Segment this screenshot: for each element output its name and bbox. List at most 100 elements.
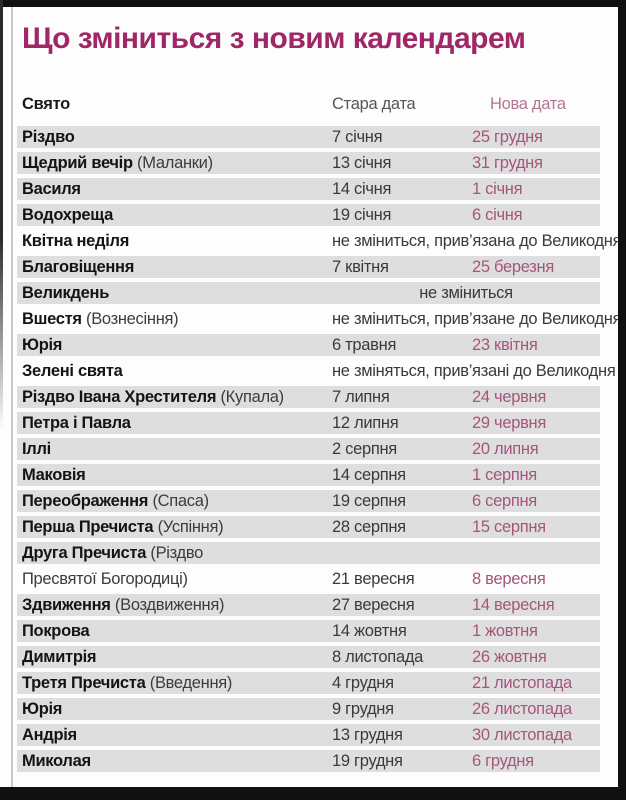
table-row: Василя 14 січня 1 січня	[17, 178, 600, 200]
new-date: 14 вересня	[472, 596, 555, 614]
holiday-name-cell: Димитрія	[22, 646, 332, 668]
old-date: 14 січня	[332, 180, 392, 198]
holiday-name: Юрія	[22, 336, 63, 354]
table-row: Маковія 14 серпня 1 серпня	[17, 464, 600, 486]
new-date: 21 листопада	[472, 674, 572, 692]
new-date: 15 серпня	[472, 518, 546, 536]
holiday-name-cell: Юрія	[22, 698, 332, 720]
table-row: Квітна неділя не зміниться, прив’язана до…	[17, 230, 622, 252]
holiday-name-cell: Переображення (Спаса)	[22, 490, 332, 512]
table-row: Благовіщення 7 квітня 25 березня	[17, 256, 600, 278]
old-date: 8 листопада	[332, 648, 424, 666]
new-date: 26 жовтня	[472, 648, 547, 666]
holiday-name-cell: Здвиження (Воздвиження)	[22, 594, 332, 616]
table-row: Водохреща 19 січня 6 січня	[17, 204, 600, 226]
old-date: 2 серпня	[332, 440, 397, 458]
photo-frame-bottom-bar	[0, 787, 626, 800]
table-row: Різдво Івана Хрестителя (Купала) 7 липня 2…	[17, 386, 600, 408]
holiday-name: Перша Пречиста	[22, 518, 154, 536]
new-date: 6 січня	[472, 206, 523, 224]
no-change-note: не зміниться, прив’язана до Великодня	[332, 232, 622, 250]
table-row: Переображення (Спаса) 19 серпня 6 серпня	[17, 490, 600, 512]
holiday-note: (Маланки)	[137, 154, 213, 172]
infographic: Що зміниться з новим календарем Свято Ст…	[17, 7, 622, 776]
holiday-name: Водохреща	[22, 206, 113, 224]
old-date: 4 грудня	[332, 674, 394, 692]
holiday-name: Друга Пречиста	[22, 544, 147, 562]
table-row: Зелені свята не зміняться, прив’язані до …	[17, 360, 616, 382]
holiday-name-cell: Водохреща	[22, 204, 332, 226]
holiday-name: Димитрія	[22, 648, 97, 666]
new-date: 20 липня	[472, 440, 539, 458]
old-date: 14 жовтня	[332, 622, 407, 640]
old-date: 13 грудня	[332, 726, 403, 744]
new-date: 6 грудня	[472, 752, 534, 770]
holiday-name-cell: Миколая	[22, 750, 332, 772]
table-row: Перша Пречиста (Успіння) 28 серпня 15 серп…	[17, 516, 600, 538]
new-date: 30 листопада	[472, 726, 572, 744]
table-row: Різдво 7 січня 25 грудня	[17, 126, 600, 148]
old-date: 7 липня	[332, 388, 390, 406]
photo-frame-top-bar	[0, 0, 626, 7]
holiday-name-cell: Щедрий вечір (Маланки)	[22, 152, 332, 174]
new-date: 26 листопада	[472, 700, 572, 718]
table-row: Щедрий вечір (Маланки) 13 січня 31 грудня	[17, 152, 600, 174]
new-date: 23 квітня	[472, 336, 538, 354]
table-row: Миколая 19 грудня 6 грудня	[17, 750, 600, 772]
table-row: Димитрія 8 листопада 26 жовтня	[17, 646, 600, 668]
holiday-name-cell: Великдень	[22, 282, 332, 304]
table-row: Петра і Павла 12 липня 29 червня	[17, 412, 600, 434]
holiday-name-cell: Покрова	[22, 620, 332, 642]
table-row: Покрова 14 жовтня 1 жовтня	[17, 620, 600, 642]
holiday-name-cell: Юрія	[22, 334, 332, 356]
no-change-note: не зміниться	[419, 284, 513, 302]
holiday-name-cell: Різдво Івана Хрестителя (Купала)	[22, 386, 332, 408]
new-date: 1 серпня	[472, 466, 537, 484]
table-row: Андрія 13 грудня 30 листопада	[17, 724, 600, 746]
page-title: Що зміниться з новим календарем	[22, 22, 526, 55]
holiday-name: Здвиження	[22, 596, 111, 614]
old-date: 14 серпня	[332, 466, 406, 484]
table-row: Великдень не зміниться	[17, 282, 600, 304]
holiday-name-cell: Іллі	[22, 438, 332, 460]
holiday-name: Миколая	[22, 752, 91, 770]
holiday-name-cell: Вшестя (Вознесіння)	[22, 308, 332, 330]
holiday-note: (Спаса)	[152, 492, 209, 510]
new-date: 8 вересня	[472, 570, 546, 588]
holiday-name: Третя Пречиста	[22, 674, 146, 692]
holiday-note: (Різдво	[150, 544, 204, 562]
old-date: 7 квітня	[332, 258, 389, 276]
holiday-name: Андрія	[22, 726, 77, 744]
holiday-name-cell: Різдво	[22, 126, 332, 148]
holiday-name-cell: Зелені свята	[22, 360, 332, 382]
holiday-name-cell: Петра і Павла	[22, 412, 332, 434]
new-date: 29 червня	[472, 414, 546, 432]
holiday-name-cell: Пресвятої Богородиці)	[22, 568, 332, 590]
new-date: 1 січня	[472, 180, 523, 198]
holiday-name: Вшестя	[22, 310, 82, 328]
holiday-name-cell: Маковія	[22, 464, 332, 486]
old-date: 13 січня	[332, 154, 392, 172]
holiday-name: Маковія	[22, 466, 86, 484]
new-date: 1 жовтня	[472, 622, 538, 640]
holiday-name-cell: Андрія	[22, 724, 332, 746]
old-date: 21 вересня	[332, 570, 415, 588]
holiday-name-cell: Перша Пречиста (Успіння)	[22, 516, 332, 538]
new-date: 6 серпня	[472, 492, 537, 510]
holiday-name-line2: Пресвятої Богородиці)	[22, 570, 188, 588]
holiday-name: Різдво Івана Хрестителя	[22, 388, 217, 406]
holiday-name: Квітна неділя	[22, 232, 130, 250]
holiday-name: Переображення	[22, 492, 149, 510]
new-date: 25 грудня	[472, 128, 543, 146]
table-row: Друга Пречиста (Різдво	[17, 542, 600, 564]
new-date: 25 березня	[472, 258, 554, 276]
holiday-name: Петра і Павла	[22, 414, 131, 432]
table-row: Юрія 9 грудня 26 листопада	[17, 698, 600, 720]
old-date: 12 липня	[332, 414, 399, 432]
holiday-name: Різдво	[22, 128, 75, 146]
table-header-row: Свято Стара дата Нова дата	[17, 95, 600, 114]
table-row: Вшестя (Вознесіння) не зміниться, прив’яз…	[17, 308, 622, 330]
holiday-name-cell: Квітна неділя	[22, 230, 332, 252]
holiday-name-cell: Василя	[22, 178, 332, 200]
holiday-name: Василя	[22, 180, 81, 198]
